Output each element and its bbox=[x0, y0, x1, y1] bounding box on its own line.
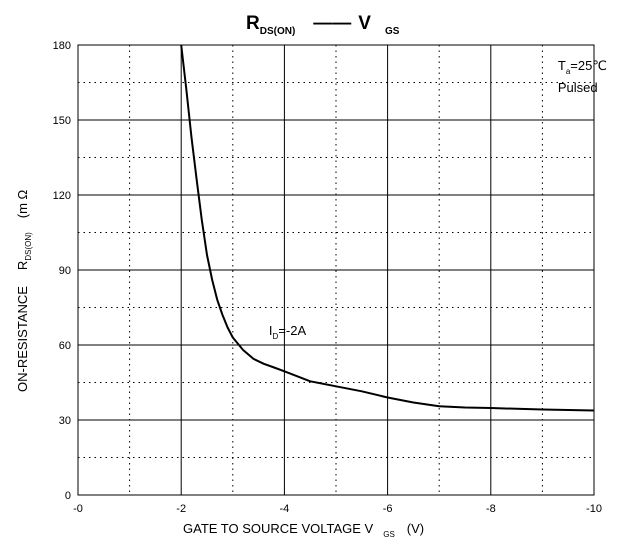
y-tick-label: 150 bbox=[53, 115, 71, 127]
current-subscript: D bbox=[273, 332, 279, 341]
current-main: I bbox=[269, 323, 273, 338]
title-right: V bbox=[358, 13, 371, 34]
y-tick-label: 90 bbox=[59, 265, 71, 277]
chart-title: RDS(ON) —— V GS bbox=[246, 13, 400, 37]
x-axis-label-text: GATE TO SOURCE VOLTAGE V bbox=[183, 521, 374, 536]
x-tick-label: -6 bbox=[383, 503, 393, 515]
title-right-subscript: GS bbox=[385, 26, 400, 37]
title-main: R bbox=[246, 13, 260, 34]
y-tick-label: 0 bbox=[65, 490, 71, 502]
y-tick-labels: 0 30 60 90 120 150 180 bbox=[53, 40, 71, 502]
title-main-subscript: DS(ON) bbox=[260, 26, 296, 37]
condition-main: T bbox=[558, 58, 566, 73]
y-axis-label-symbol: R bbox=[15, 261, 30, 270]
series-line bbox=[180, 44, 595, 412]
current-rest: =-2A bbox=[278, 323, 306, 338]
title-dash: —— bbox=[313, 13, 351, 34]
x-axis-label-unit: (V) bbox=[407, 521, 424, 536]
y-tick-label: 180 bbox=[53, 40, 71, 52]
y-axis-label: ON-RESISTANCE RDS(ON) (m Ω bbox=[15, 189, 33, 392]
condition-annotation-line2: Pulsed bbox=[558, 80, 598, 95]
y-tick-label: 120 bbox=[53, 190, 71, 202]
current-annotation: ID=-2A bbox=[269, 323, 307, 341]
plot-frame bbox=[77, 44, 595, 496]
y-tick-label: 60 bbox=[59, 340, 71, 352]
condition-rest: =25℃ bbox=[570, 58, 607, 73]
x-tick-label: -8 bbox=[486, 503, 496, 515]
x-tick-label: -2 bbox=[176, 503, 186, 515]
condition-annotation: Ta=25℃ bbox=[558, 58, 607, 76]
x-tick-label: -0 bbox=[73, 503, 83, 515]
condition-subscript: a bbox=[566, 67, 571, 76]
y-axis-label-unit: (m Ω bbox=[15, 189, 30, 218]
y-tick-label: 30 bbox=[59, 415, 71, 427]
y-axis-label-text: ON-RESISTANCE bbox=[15, 286, 30, 392]
x-tick-label: -4 bbox=[280, 503, 290, 515]
svg-text:ON-RESISTANCERDS(ON)(m Ω: ON-RESISTANCE RDS(ON) (m Ω bbox=[15, 189, 33, 392]
x-tick-label: -10 bbox=[586, 503, 602, 515]
x-tick-labels: -0 -2 -4 -6 -8 -10 bbox=[73, 503, 602, 515]
x-axis-label: GATE TO SOURCE VOLTAGE V GS (V) bbox=[183, 521, 424, 539]
series-layer bbox=[180, 44, 595, 412]
y-axis-label-subscript: DS(ON) bbox=[24, 232, 33, 261]
x-axis-label-subscript: GS bbox=[383, 530, 395, 539]
